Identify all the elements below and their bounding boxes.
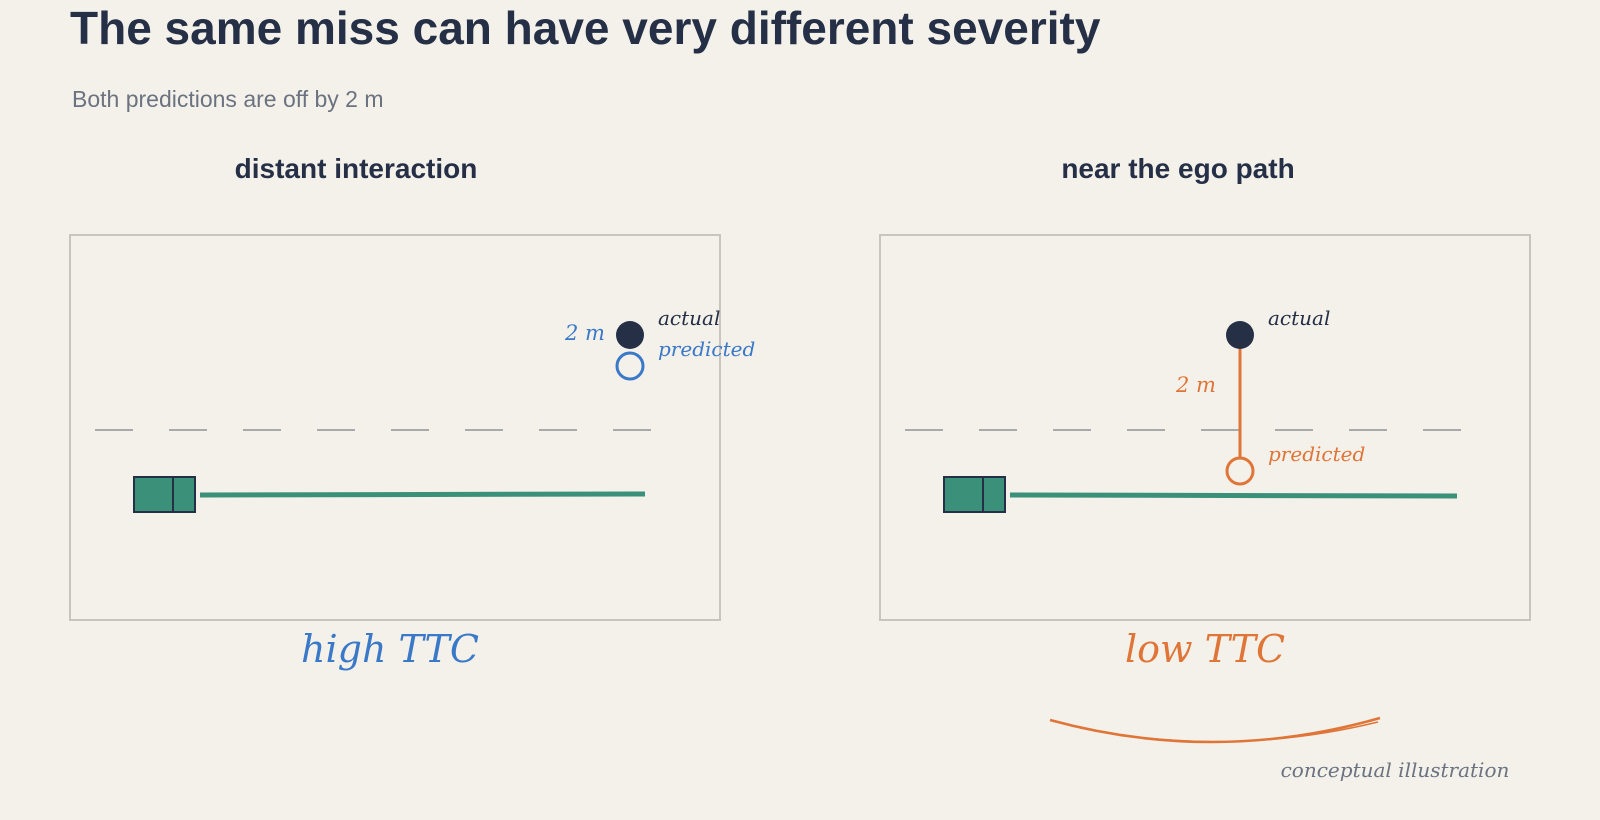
ego-car xyxy=(943,476,1006,513)
actual-point xyxy=(616,321,644,349)
emphasis-arc xyxy=(1079,721,1379,743)
ttc-label: high TTC xyxy=(301,627,479,671)
actual-point xyxy=(1226,321,1254,349)
ttc-label: low TTC xyxy=(1125,627,1285,671)
footnote: conceptual illustration xyxy=(1281,758,1510,782)
predicted-label: predicted xyxy=(658,337,755,361)
panel-frame xyxy=(879,234,1531,621)
ego-car xyxy=(133,476,196,513)
panel-title: distant interaction xyxy=(235,153,478,184)
panel-left: distant interaction 2 m actual predicted… xyxy=(69,153,755,671)
predicted-point xyxy=(615,351,645,381)
panel-right: near the ego path 2 m actual predicted l… xyxy=(879,153,1531,744)
predicted-label: predicted xyxy=(1268,442,1365,466)
predicted-point xyxy=(1225,456,1255,486)
ego-path xyxy=(199,491,646,498)
distance-label: 2 m xyxy=(1175,373,1216,397)
panel-title: near the ego path xyxy=(1061,153,1294,184)
panel-frame xyxy=(69,234,721,621)
ego-path xyxy=(1009,492,1458,499)
actual-label: actual xyxy=(658,306,720,330)
title: The same miss can have very different se… xyxy=(70,2,1101,54)
subtitle: Both predictions are off by 2 m xyxy=(72,86,384,112)
distance-label: 2 m xyxy=(564,321,605,345)
actual-label: actual xyxy=(1268,306,1330,330)
